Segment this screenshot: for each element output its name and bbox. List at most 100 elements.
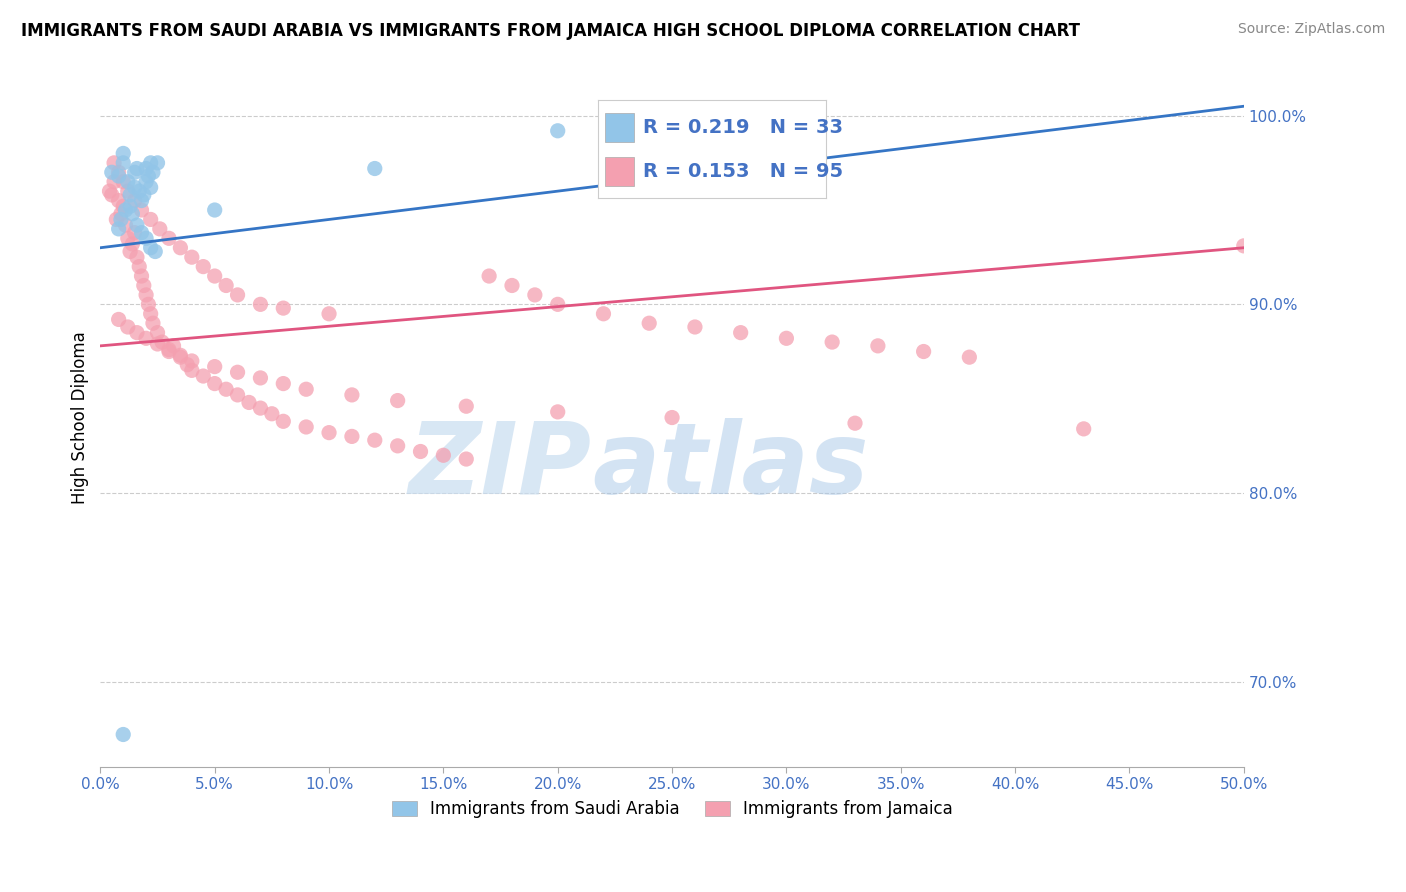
Point [131,268,153,283]
Point [456,399,478,413]
Point [821,334,844,349]
Point [139,212,162,227]
Point [866,339,889,353]
Point [121,237,143,252]
Text: atlas: atlas [592,418,869,515]
Point [135,288,157,302]
Point [957,350,980,364]
Point [117,184,139,198]
Point [523,288,546,302]
Point [387,439,409,453]
Point [169,350,191,364]
Point [139,241,162,255]
Point [775,331,797,345]
Point [150,334,173,349]
Point [120,188,142,202]
Point [193,369,215,384]
Point [249,297,271,311]
Point [226,288,249,302]
Point [340,388,363,402]
Y-axis label: High School Diploma: High School Diploma [72,331,89,504]
Point [157,344,180,359]
Point [180,354,202,368]
Point [131,226,153,240]
Point [107,169,129,183]
Point [340,429,363,443]
Point [271,301,294,315]
Point [135,161,157,176]
Point [1233,239,1256,253]
Point [125,218,148,232]
Point [114,202,136,217]
Point [260,407,283,421]
Point [103,156,125,170]
Point [238,395,260,409]
Point [120,244,142,259]
Point [146,337,169,351]
Point [138,297,160,311]
Point [844,416,866,430]
Point [101,165,124,179]
Point [132,188,155,202]
Point [318,307,340,321]
Point [271,376,294,391]
Point [117,231,139,245]
Text: ZIP: ZIP [409,418,592,515]
Point [364,161,387,176]
Point [139,156,162,170]
Point [135,231,157,245]
Point [112,175,135,189]
Point [169,348,191,362]
Point [661,410,683,425]
Point [271,414,294,428]
Point [125,161,148,176]
Point [501,278,523,293]
Point [169,241,191,255]
Point [107,194,129,208]
Point [180,363,202,377]
Point [139,180,162,194]
Point [107,165,129,179]
Point [295,382,318,396]
Point [124,226,146,240]
Point [215,382,238,396]
Point [142,165,165,179]
Point [1073,422,1095,436]
Point [125,326,148,340]
Point [128,184,150,198]
Text: Source: ZipAtlas.com: Source: ZipAtlas.com [1237,22,1385,37]
Point [142,316,165,330]
Point [204,268,226,283]
Point [117,320,139,334]
Point [547,297,569,311]
Text: IMMIGRANTS FROM SAUDI ARABIA VS IMMIGRANTS FROM JAMAICA HIGH SCHOOL DIPLOMA CORR: IMMIGRANTS FROM SAUDI ARABIA VS IMMIGRAN… [21,22,1080,40]
Point [432,448,454,462]
Point [249,401,271,416]
Point [131,194,153,208]
Point [124,165,146,179]
Point [149,222,172,236]
Point [112,727,135,741]
Point [387,393,409,408]
Point [456,452,478,467]
Point [146,326,169,340]
Point [478,268,501,283]
Point [146,156,169,170]
Point [117,175,139,189]
Point [226,388,249,402]
Point [107,312,129,326]
Point [105,212,128,227]
Point [114,218,136,232]
Point [295,420,318,434]
Point [107,222,129,236]
Point [176,358,198,372]
Point [157,343,180,357]
Legend: Immigrants from Saudi Arabia, Immigrants from Jamaica: Immigrants from Saudi Arabia, Immigrants… [385,793,959,824]
Point [204,202,226,217]
Point [121,207,143,221]
Point [124,180,146,194]
Point [318,425,340,440]
Point [547,124,569,138]
Point [112,199,135,213]
Point [162,339,184,353]
